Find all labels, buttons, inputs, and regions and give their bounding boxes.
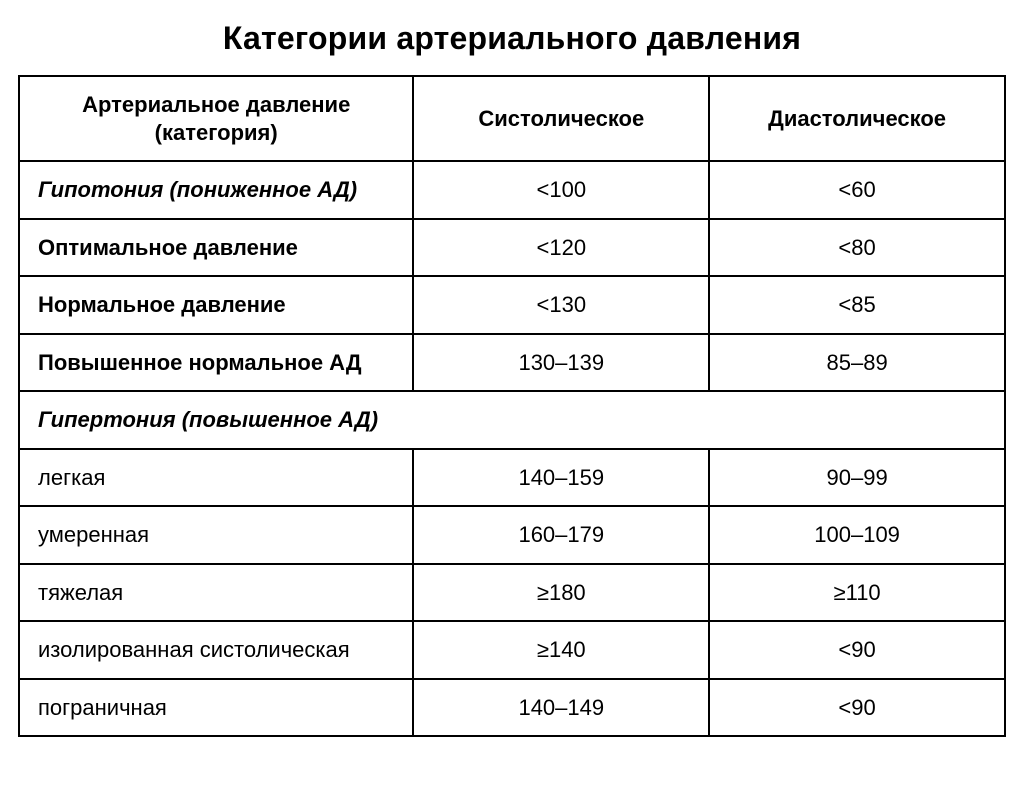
cell-category: тяжелая — [19, 564, 413, 622]
table-row: умеренная 160–179 100–109 — [19, 506, 1005, 564]
cell-systolic: <100 — [413, 161, 709, 219]
table-row: Нормальное давление <130 <85 — [19, 276, 1005, 334]
cell-category: Нормальное давление — [19, 276, 413, 334]
table-row: изолированная систолическая ≥140 <90 — [19, 621, 1005, 679]
cell-category: Оптимальное давление — [19, 219, 413, 277]
table-row: легкая 140–159 90–99 — [19, 449, 1005, 507]
bp-table: Артериальное давление (категория) Систол… — [18, 75, 1006, 737]
table-section-row: Гипертония (повышенное АД) — [19, 391, 1005, 449]
table-header-row: Артериальное давление (категория) Систол… — [19, 76, 1005, 161]
table-row: пограничная 140–149 <90 — [19, 679, 1005, 737]
cell-diastolic: 85–89 — [709, 334, 1005, 392]
cell-systolic: ≥140 — [413, 621, 709, 679]
cell-diastolic: ≥110 — [709, 564, 1005, 622]
table-row: Гипотония (пониженное АД) <100 <60 — [19, 161, 1005, 219]
cell-systolic: 140–159 — [413, 449, 709, 507]
table-row: тяжелая ≥180 ≥110 — [19, 564, 1005, 622]
cell-category: Повышенное нормальное АД — [19, 334, 413, 392]
cell-systolic: 130–139 — [413, 334, 709, 392]
table-row: Оптимальное давление <120 <80 — [19, 219, 1005, 277]
cell-diastolic: <80 — [709, 219, 1005, 277]
cell-category: Гипотония (пониженное АД) — [19, 161, 413, 219]
cell-diastolic: <60 — [709, 161, 1005, 219]
cell-systolic: 140–149 — [413, 679, 709, 737]
table-row: Повышенное нормальное АД 130–139 85–89 — [19, 334, 1005, 392]
cell-systolic: <120 — [413, 219, 709, 277]
cell-category: легкая — [19, 449, 413, 507]
cell-diastolic: 90–99 — [709, 449, 1005, 507]
page-title: Категории артериального давления — [18, 20, 1006, 57]
col-category: Артериальное давление (категория) — [19, 76, 413, 161]
cell-systolic: ≥180 — [413, 564, 709, 622]
cell-systolic: <130 — [413, 276, 709, 334]
cell-category: пограничная — [19, 679, 413, 737]
cell-diastolic: 100–109 — [709, 506, 1005, 564]
cell-diastolic: <85 — [709, 276, 1005, 334]
cell-category: изолированная систолическая — [19, 621, 413, 679]
col-systolic: Систолическое — [413, 76, 709, 161]
col-diastolic: Диастолическое — [709, 76, 1005, 161]
cell-systolic: 160–179 — [413, 506, 709, 564]
section-header: Гипертония (повышенное АД) — [19, 391, 1005, 449]
cell-diastolic: <90 — [709, 621, 1005, 679]
cell-category: умеренная — [19, 506, 413, 564]
cell-diastolic: <90 — [709, 679, 1005, 737]
